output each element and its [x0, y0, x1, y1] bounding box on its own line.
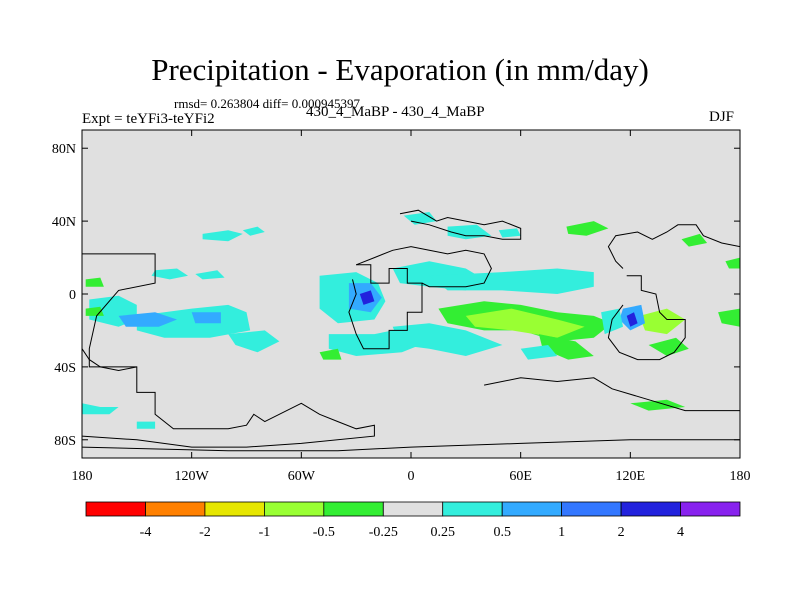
field-patch — [359, 290, 375, 305]
field-patch — [718, 308, 740, 327]
colorbar-label: 0.25 — [430, 525, 455, 540]
experiment-label: Expt = teYFi3-teYFi2 — [82, 111, 215, 127]
lon-ticks: 180 120W 60W 0 60E 120E 180 — [72, 130, 751, 484]
colorbar-swatch — [382, 501, 444, 517]
field-patch — [82, 403, 119, 415]
colorbar-swatch — [145, 501, 206, 517]
field-patch — [429, 268, 594, 294]
coastline — [607, 275, 686, 361]
lon-tick-label: 180 — [72, 469, 93, 484]
lat-tick-label: 0 — [69, 288, 76, 303]
colorbar-swatch — [620, 501, 681, 517]
coastlines — [82, 209, 740, 452]
field-patch — [228, 330, 280, 353]
coastline — [399, 209, 522, 240]
colorbar-label: -2 — [199, 525, 211, 540]
lat-tick-label: 40S — [54, 361, 76, 376]
case-label: 430_4_MaBP - 430_4_MaBP — [306, 104, 485, 120]
field-patch — [725, 257, 740, 269]
field-patch — [242, 226, 265, 236]
field-patch — [136, 421, 156, 429]
field-patch — [520, 345, 558, 360]
lat-tick-label: 80S — [54, 434, 76, 449]
coastline — [348, 264, 423, 350]
plot-title: Precipitation - Evaporation (in mm/day) — [151, 52, 649, 87]
field-patch — [538, 334, 594, 360]
field-patch — [566, 221, 609, 236]
lat-tick-label: 80N — [52, 142, 76, 157]
field-patch — [85, 306, 104, 316]
colorbar-swatch — [85, 501, 146, 517]
field-patch — [195, 270, 225, 280]
field-patch — [151, 268, 188, 280]
colorbar-swatch — [680, 501, 741, 517]
field-patch — [639, 308, 686, 335]
coastline — [484, 377, 740, 412]
lon-tick-label: 60E — [509, 469, 532, 484]
field-patch — [498, 228, 521, 238]
map-background — [82, 130, 740, 458]
colorbar-swatch — [323, 501, 384, 517]
colorbar-label: 1 — [558, 525, 565, 540]
coastline — [82, 253, 375, 448]
lon-tick-label: 180 — [730, 469, 751, 484]
coastline — [356, 246, 492, 288]
field-patch — [319, 348, 342, 360]
colorbar-swatch — [561, 501, 622, 517]
field-patch — [118, 312, 177, 327]
colorbar-swatch — [204, 501, 265, 517]
field-patch — [681, 233, 708, 247]
colorbar-swatch — [442, 501, 503, 517]
field-patch — [648, 337, 689, 356]
coastline — [607, 224, 740, 269]
field-patch — [202, 230, 243, 242]
field-patch — [191, 312, 221, 324]
coastline — [82, 348, 137, 372]
colorbar-label: -0.25 — [369, 525, 398, 540]
field-patch — [465, 308, 585, 338]
coastline — [82, 439, 740, 452]
stats-label: rmsd= 0.263804 diff= 0.000945397 — [174, 96, 360, 111]
colorbar-label: -0.5 — [313, 525, 335, 540]
colorbar-label: 0.5 — [493, 525, 511, 540]
lon-tick-label: 0 — [408, 469, 415, 484]
colorbar-label: -1 — [259, 525, 271, 540]
colorbar-swatch — [501, 501, 563, 517]
colorbar: -4 -2 -1 -0.5 -0.25 0.25 0.5 1 2 4 — [85, 501, 741, 540]
colorbar-label: 2 — [618, 525, 625, 540]
colorbar-swatch — [263, 501, 325, 517]
field-patch — [136, 304, 251, 338]
lon-tick-label: 60W — [288, 469, 316, 484]
field-patch — [392, 323, 503, 356]
field-patch — [85, 277, 104, 287]
lat-ticks: 80N 40N 0 40S 80S — [52, 142, 740, 449]
season-label: DJF — [708, 109, 734, 125]
lon-tick-label: 120W — [175, 469, 210, 484]
field-patch — [626, 312, 638, 327]
colorbar-label: -4 — [140, 525, 152, 540]
field-patch — [630, 399, 686, 411]
lat-tick-label: 40N — [52, 215, 76, 230]
colorbar-label: 4 — [677, 525, 684, 540]
lon-tick-label: 120E — [616, 469, 646, 484]
